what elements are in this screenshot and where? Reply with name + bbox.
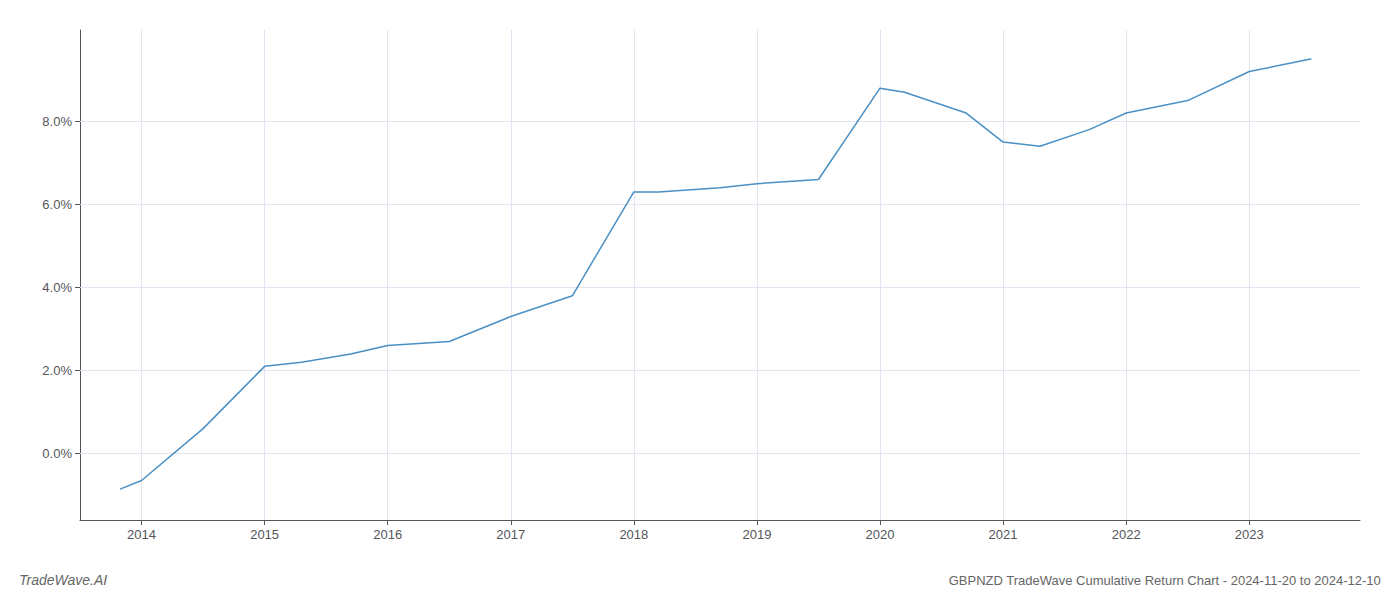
svg-text:2020: 2020 [866, 527, 895, 542]
svg-text:4.0%: 4.0% [42, 280, 72, 295]
svg-text:8.0%: 8.0% [42, 114, 72, 129]
svg-text:2017: 2017 [496, 527, 525, 542]
svg-text:0.0%: 0.0% [42, 446, 72, 461]
svg-text:2015: 2015 [250, 527, 279, 542]
svg-text:2014: 2014 [127, 527, 156, 542]
svg-text:2021: 2021 [989, 527, 1018, 542]
svg-text:2019: 2019 [742, 527, 771, 542]
svg-text:2022: 2022 [1112, 527, 1141, 542]
svg-text:2016: 2016 [373, 527, 402, 542]
svg-text:2023: 2023 [1235, 527, 1264, 542]
svg-text:6.0%: 6.0% [42, 197, 72, 212]
svg-text:2.0%: 2.0% [42, 363, 72, 378]
svg-text:GBPNZD TradeWave Cumulative Re: GBPNZD TradeWave Cumulative Return Chart… [949, 573, 1381, 588]
svg-text:2018: 2018 [619, 527, 648, 542]
svg-text:TradeWave.AI: TradeWave.AI [19, 572, 107, 588]
